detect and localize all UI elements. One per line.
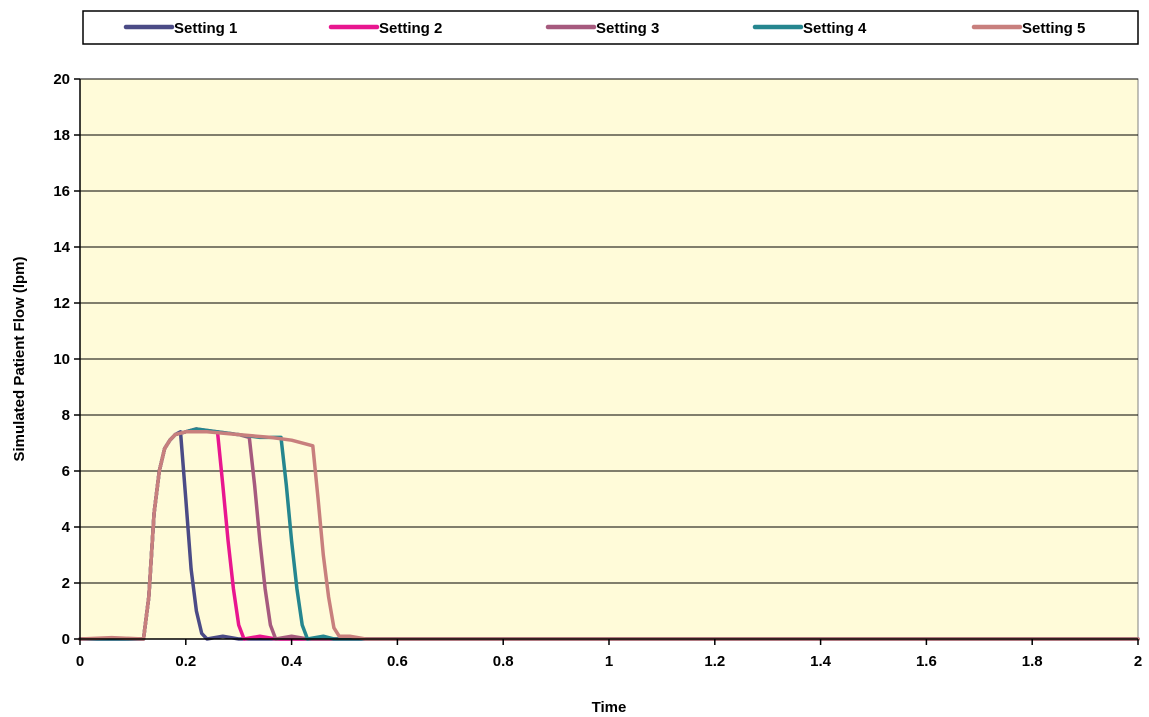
x-tick-label-2: 0.4 — [281, 653, 303, 670]
x-tick-label-8: 1.6 — [916, 653, 937, 670]
legend-label-3: Setting 3 — [596, 20, 659, 37]
y-tick-label-5: 10 — [53, 351, 70, 368]
gridlines — [80, 78, 1138, 584]
x-tick-label-6: 1.2 — [704, 653, 725, 670]
y-tick-label-1: 2 — [62, 575, 70, 592]
y-tick-label-7: 14 — [53, 239, 70, 256]
series-line-5 — [78, 430, 1140, 641]
x-tick-label-4: 0.8 — [493, 653, 514, 670]
x-axis-ticks: 0 0.2 0.4 0.6 0.8 1 1.2 1.4 1.6 1.8 2 — [76, 639, 1142, 670]
y-tick-label-2: 4 — [62, 519, 71, 536]
legend: Setting 1 Setting 2 Setting 3 Setting 4 Sett… — [82, 10, 1139, 45]
x-tick-label-0: 0 — [76, 653, 84, 670]
legend-label-4: Setting 4 — [803, 20, 867, 37]
x-tick-label-3: 0.6 — [387, 653, 408, 670]
legend-label-1: Setting 1 — [174, 20, 237, 37]
legend-label-5: Setting 5 — [1022, 20, 1085, 37]
y-tick-label-10: 20 — [53, 71, 70, 88]
x-tick-label-5: 1 — [605, 653, 613, 670]
x-tick-label-1: 0.2 — [175, 653, 196, 670]
y-tick-label-8: 16 — [53, 183, 70, 200]
y-tick-label-9: 18 — [53, 127, 70, 144]
y-tick-label-6: 12 — [53, 295, 70, 312]
y-axis-ticks: 0 2 4 6 8 10 12 14 16 18 20 — [53, 71, 80, 648]
y-tick-label-3: 6 — [62, 463, 70, 480]
x-tick-label-10: 2 — [1134, 653, 1142, 670]
y-tick-label-0: 0 — [62, 631, 70, 648]
legend-label-2: Setting 2 — [379, 20, 442, 37]
y-axis-title: Simulated Patient Flow (lpm) — [11, 256, 28, 461]
series-group — [78, 427, 1140, 641]
x-tick-label-7: 1.4 — [810, 653, 832, 670]
y-tick-label-4: 8 — [62, 407, 70, 424]
x-axis-title: Time — [592, 699, 627, 716]
legend-box — [82, 10, 1139, 45]
x-tick-label-9: 1.8 — [1022, 653, 1043, 670]
